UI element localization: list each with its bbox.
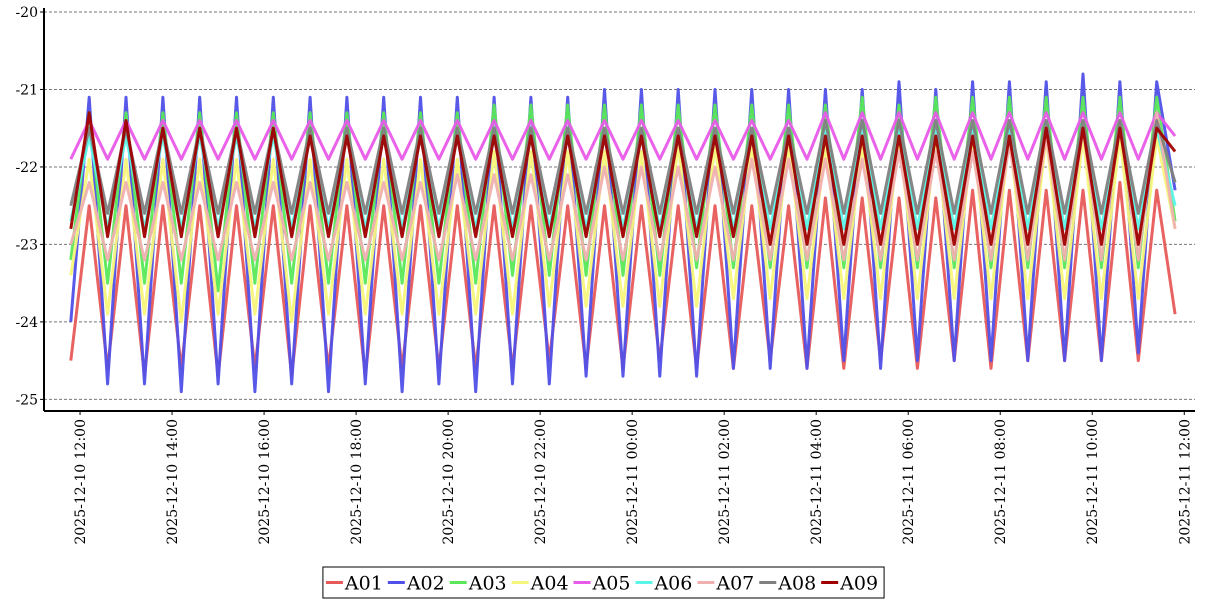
y-tick-label: -23 — [15, 237, 38, 253]
x-tick-label: 2025-12-11 12:00 — [1177, 419, 1193, 545]
y-tick-label: -21 — [15, 82, 38, 98]
legend-label: A01 — [344, 573, 383, 595]
x-tick-label: 2025-12-11 04:00 — [809, 419, 825, 545]
legend-label: A03 — [468, 573, 507, 595]
y-tick-label: -25 — [15, 392, 38, 408]
series-line — [69, 134, 1177, 324]
series-line — [69, 111, 1177, 262]
legend-label: A07 — [715, 573, 754, 595]
x-tick-label: 2025-12-10 22:00 — [533, 419, 549, 545]
legend-box — [322, 566, 885, 599]
x-tick-label: 2025-12-11 10:00 — [1085, 419, 1101, 545]
series-line — [69, 95, 1177, 293]
x-tick-label: 2025-12-10 16:00 — [257, 419, 273, 545]
legend-label: A06 — [653, 573, 692, 595]
y-tick-label: -20 — [15, 5, 38, 21]
series-line — [69, 72, 1177, 394]
x-tick-label: 2025-12-11 08:00 — [993, 419, 1009, 545]
legend-label: A04 — [530, 573, 569, 595]
x-tick-label: 2025-12-10 18:00 — [349, 419, 365, 545]
x-tick-label: 2025-12-10 20:00 — [441, 419, 457, 545]
x-tick-label: 2025-12-10 12:00 — [73, 419, 89, 545]
legend: A01 A02 A03 A04 A05 A06 A07 A08 A09 — [322, 566, 885, 599]
series-line — [69, 111, 1177, 246]
x-tick-label: 2025-12-11 06:00 — [901, 419, 917, 545]
x-tick-label: 2025-12-10 14:00 — [165, 419, 181, 545]
legend-label: A05 — [592, 573, 631, 595]
x-tick-label: 2025-12-11 02:00 — [717, 419, 733, 545]
x-tick-label: 2025-12-11 00:00 — [625, 419, 641, 545]
y-tick-label: -22 — [15, 160, 38, 176]
legend-label: A09 — [839, 573, 878, 595]
series-line — [69, 119, 1177, 215]
legend-label: A08 — [777, 573, 816, 595]
legend-label: A02 — [406, 573, 445, 595]
y-tick-label: -24 — [15, 315, 38, 331]
series-line — [69, 111, 1177, 161]
